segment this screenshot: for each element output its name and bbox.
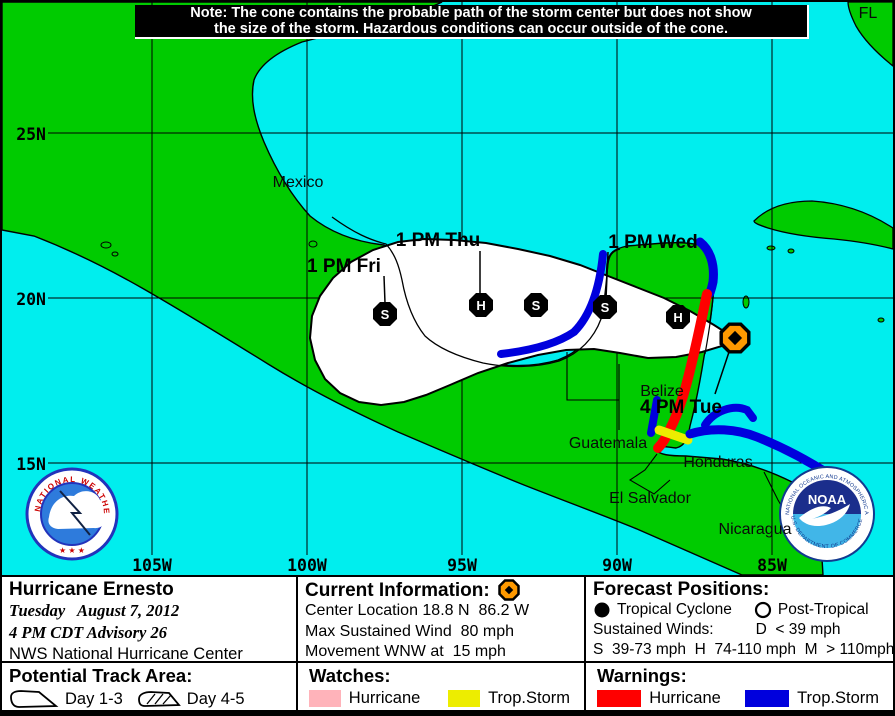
noaa-center-text: NOAA bbox=[808, 492, 847, 507]
sustained-winds-label: Sustained Winds: bbox=[593, 621, 714, 638]
tropstorm-watch-swatch bbox=[448, 690, 481, 707]
tropical-cyclone-icon bbox=[594, 602, 610, 618]
label-guatemala: Guatemala bbox=[569, 435, 647, 452]
label-1pm-wed: 1 PM Wed bbox=[608, 232, 697, 253]
current-position-marker bbox=[719, 322, 751, 354]
advisory-number: 4 PM CDT Advisory 26 bbox=[9, 623, 167, 642]
tropstorm-warning-campeche bbox=[497, 250, 607, 358]
label-1pm-fri: 1 PM Fri bbox=[307, 256, 381, 277]
forecast-positions-panel: Forecast Positions: Tropical Cyclone Pos… bbox=[586, 577, 893, 661]
day4-5-label: Day 4-5 bbox=[186, 689, 245, 708]
storm-hurricane-major-ranges: S 39-73 mph H 74-110 mph M > 110mph bbox=[593, 641, 893, 658]
warnings-legend: Warnings: Hurricane Trop.Storm bbox=[586, 663, 893, 710]
tropstorm-warning-north-yucatan bbox=[695, 237, 718, 298]
label-1pm-thu: 1 PM Thu bbox=[396, 230, 480, 251]
label-pointer-lines bbox=[383, 251, 732, 395]
hurricane-warning-swatch bbox=[597, 690, 642, 707]
lon-label-85w: 85W bbox=[757, 556, 787, 575]
center-location: Center Location 18.8 N 86.2 W bbox=[305, 602, 530, 619]
forecast-position-markers: S H S S H bbox=[373, 293, 751, 354]
marker-letter: H bbox=[673, 310, 682, 325]
forecast-map: NATIONAL WEATHER SERVICE ★ ★ ★ NOAA NATI… bbox=[2, 2, 893, 575]
landmass-cuba bbox=[753, 200, 893, 250]
label-belize: Belize bbox=[640, 383, 684, 400]
tropstorm-warning-bay-islands bbox=[701, 403, 757, 429]
post-tropical-icon bbox=[754, 601, 771, 619]
post-tropical-label: Post-Tropical bbox=[777, 601, 869, 618]
day4-5-hatched-icon bbox=[137, 691, 181, 707]
current-info-header: Current Information: bbox=[305, 579, 490, 601]
lat-label-15n: 15N bbox=[16, 455, 46, 474]
cone-disclaimer-note: Note: The cone contains the probable pat… bbox=[135, 5, 809, 39]
watches-legend: Watches: Hurricane Trop.Storm bbox=[298, 663, 586, 710]
watch-warning-segments bbox=[497, 237, 847, 490]
tropical-cyclone-label: Tropical Cyclone bbox=[617, 601, 732, 618]
forecast-cone-day1-3 bbox=[308, 237, 739, 407]
axis-labels: 25N 20N 15N 105W 100W 95W 90W 85W bbox=[16, 125, 787, 575]
movement: Movement WNW at 15 mph bbox=[305, 643, 506, 660]
nws-stars: ★ ★ ★ bbox=[59, 546, 85, 555]
potential-track-area-legend: Potential Track Area: Day 1-3 Day 4-5 bbox=[2, 663, 298, 710]
label-mexico: Mexico bbox=[273, 174, 324, 191]
lon-label-105w: 105W bbox=[132, 556, 172, 575]
max-sustained-wind: Max Sustained Wind 80 mph bbox=[305, 622, 514, 640]
depression-range: D < 39 mph bbox=[755, 621, 841, 638]
warnings-header: Warnings: bbox=[597, 665, 687, 686]
marker-letter: S bbox=[532, 298, 541, 313]
current-position-icon bbox=[497, 579, 520, 601]
hurricane-warning-east-yucatan bbox=[653, 289, 712, 453]
label-nicaragua: Nicaragua bbox=[719, 521, 792, 538]
watches-header: Watches: bbox=[309, 665, 391, 686]
potential-track-area-header: Potential Track Area: bbox=[9, 665, 193, 686]
geo-labels: Mexico Belize Guatemala Honduras El Salv… bbox=[273, 5, 878, 538]
landmass-florida bbox=[847, 2, 893, 67]
storm-name: Hurricane Ernesto bbox=[9, 579, 174, 600]
tropstorm-warning-honduras bbox=[685, 425, 847, 490]
label-4pm-tue: 4 PM Tue bbox=[640, 397, 722, 418]
hurricane-watch-swatch bbox=[309, 690, 341, 707]
hurricane-watch-label: Hurricane bbox=[348, 689, 421, 707]
country-borders bbox=[566, 352, 793, 525]
tropstorm-warning-label: Trop.Storm bbox=[797, 689, 879, 707]
lon-label-95w: 95W bbox=[447, 556, 477, 575]
day1-3-cone-icon bbox=[10, 690, 59, 708]
tropstorm-warning-belize bbox=[647, 396, 661, 437]
tropstorm-watch-guatemala bbox=[654, 425, 693, 445]
tropstorm-watch-label: Trop.Storm bbox=[488, 689, 570, 707]
label-el-salvador: El Salvador bbox=[609, 490, 691, 507]
lat-label-25n: 25N bbox=[16, 125, 46, 144]
forecast-time-labels: 1 PM Fri 1 PM Thu 1 PM Wed 4 PM Tue bbox=[307, 230, 722, 418]
lat-label-20n: 20N bbox=[16, 290, 46, 309]
hurricane-warning-label: Hurricane bbox=[649, 689, 721, 707]
marker-letter: H bbox=[476, 298, 485, 313]
label-honduras: Honduras bbox=[683, 454, 752, 471]
forecast-positions-header: Forecast Positions: bbox=[593, 579, 770, 600]
marker-letter: S bbox=[601, 300, 610, 315]
agency-name: NWS National Hurricane Center bbox=[9, 645, 243, 661]
day1-3-label: Day 1-3 bbox=[65, 689, 123, 708]
tropstorm-warning-swatch bbox=[744, 690, 790, 707]
lon-label-100w: 100W bbox=[287, 556, 327, 575]
storm-info-panel: Hurricane Ernesto Tuesday August 7, 2012… bbox=[2, 577, 298, 661]
advisory-date: Tuesday August 7, 2012 bbox=[9, 601, 180, 620]
label-florida: FL bbox=[859, 5, 878, 22]
note-line-1: Note: The cone contains the probable pat… bbox=[190, 5, 752, 21]
current-information-panel: Current Information: Center Location 18.… bbox=[298, 577, 586, 661]
lon-label-90w: 90W bbox=[602, 556, 632, 575]
marker-letter: S bbox=[381, 307, 390, 322]
note-line-2: the size of the storm. Hazardous conditi… bbox=[213, 21, 728, 37]
info-panels: Hurricane Ernesto Tuesday August 7, 2012… bbox=[2, 575, 893, 714]
